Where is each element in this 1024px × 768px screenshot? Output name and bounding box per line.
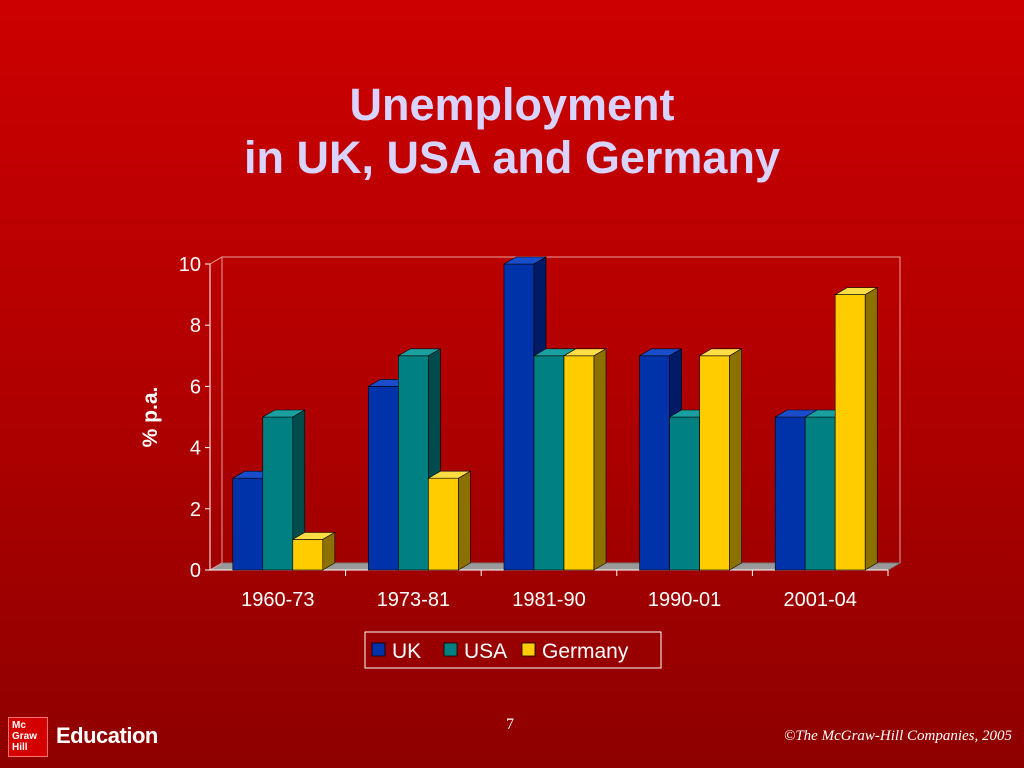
bar-front <box>804 416 836 571</box>
bar-usa-1973-81 <box>397 348 442 571</box>
legend-item-germany: Germany <box>521 640 629 663</box>
bar-chart: 0 2 4 6 8 10 1960-73 1973-81 1981-90 1990-01 2001… <box>139 254 902 669</box>
bar-side <box>864 287 878 571</box>
y-tick-label: 2 <box>190 499 201 521</box>
logo-line-graw: Graw <box>12 731 38 742</box>
plot-side-wall <box>209 256 223 571</box>
x-tick-labels: 1960-73 1973-81 1981-90 1990-01 2001-04 <box>241 570 889 611</box>
legend-swatch <box>371 642 386 657</box>
x-tick-label: 1981-90 <box>512 589 585 611</box>
x-tick-label: 1990-01 <box>648 589 721 611</box>
bar-front <box>774 416 806 571</box>
bar-usa-1960-73 <box>261 409 306 571</box>
bar-front <box>639 355 670 571</box>
bars <box>231 256 879 571</box>
bar-front <box>368 386 399 571</box>
y-tick-label: 10 <box>179 254 201 276</box>
bar-front <box>292 539 324 571</box>
legend-item-uk: UK <box>371 640 421 663</box>
bar-front <box>533 355 565 571</box>
x-tick-label: 2001-04 <box>783 589 856 611</box>
copyright-notice: ©The McGraw-Hill Companies, 2005 <box>783 728 1012 744</box>
bar-germany-1960-73 <box>291 531 336 571</box>
bar-front <box>232 477 264 571</box>
bar-germany-1973-81 <box>427 470 472 571</box>
title-line-1: Unemployment <box>349 79 675 130</box>
bar-front <box>699 355 730 571</box>
bar-front <box>262 416 294 571</box>
legend: UK USA Germany <box>364 631 662 669</box>
legend-item-usa: USA <box>443 640 507 663</box>
bar-front <box>428 477 459 571</box>
bar-germany-1990-01 <box>698 348 743 571</box>
bar-germany-1981-90 <box>562 348 608 571</box>
legend-label: Germany <box>542 640 629 663</box>
y-tick-label: 4 <box>190 438 201 460</box>
bar-germany-2001-04 <box>834 287 879 571</box>
bar-front <box>563 355 595 571</box>
y-tick-label: 8 <box>190 315 201 337</box>
bar-front <box>398 355 429 571</box>
bar-side <box>593 348 607 571</box>
logo-line-mc: Mc <box>12 720 26 731</box>
legend-label: UK <box>392 640 421 663</box>
legend-swatch <box>521 642 536 657</box>
y-tick-labels: 0 2 4 6 8 10 <box>179 254 210 582</box>
logo-line-hill: Hill <box>12 742 28 753</box>
bar-side <box>729 348 742 571</box>
y-tick-label: 0 <box>190 560 201 582</box>
title-line-2: in UK, USA and Germany <box>244 132 780 183</box>
page-number: 7 <box>506 716 514 733</box>
legend-swatch <box>443 642 458 657</box>
y-tick-label: 6 <box>190 376 201 398</box>
education-wordmark: Education <box>56 723 158 748</box>
legend-box <box>364 631 662 669</box>
legend-label: USA <box>464 640 507 663</box>
mcgraw-hill-logo: Mc Graw Hill <box>8 717 48 757</box>
bar-side <box>458 470 471 571</box>
bar-front <box>669 416 700 571</box>
bar-front <box>503 263 535 571</box>
x-tick-label: 1973-81 <box>377 589 450 611</box>
y-axis-label: % p.a. <box>139 387 162 448</box>
slide-title: Unemployment in UK, USA and Germany <box>0 78 1024 184</box>
bar-front <box>834 294 866 571</box>
x-tick-label: 1960-73 <box>241 589 314 611</box>
bar-side <box>322 531 336 571</box>
